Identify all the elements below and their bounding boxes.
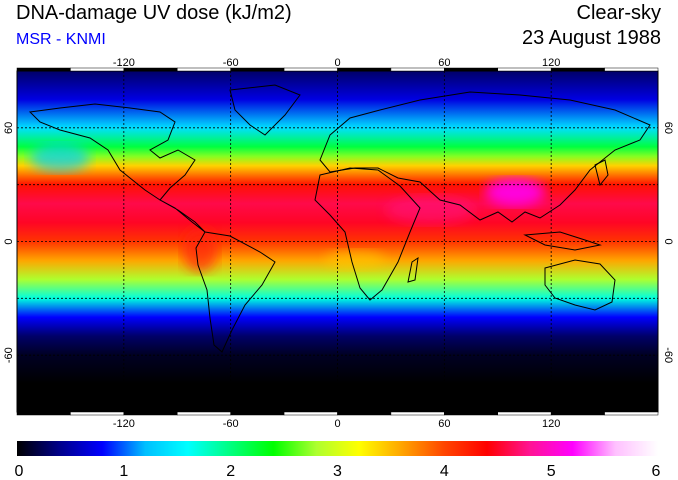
frame-tick [177,411,231,416]
frame-tick [390,411,445,416]
frame-tick [337,67,392,72]
colorbar-tick-label: 6 [652,463,661,480]
lat-tick-label: 60 [662,122,674,134]
africa-coast [314,167,421,301]
maritime-continent [523,231,602,251]
lon-tick-label: -120 [113,418,135,430]
lon-tick-label: 0 [334,57,340,69]
lat-tick-label: 0 [662,238,674,244]
pacific-low [30,144,90,172]
frame-tick [337,411,392,416]
lon-tick-label: -60 [223,418,239,430]
lon-tick-label: 120 [542,57,560,69]
graticule [17,71,658,412]
colorbar-labels: 0 1 2 3 4 5 6 [15,463,661,480]
colorbar-tick-label: 1 [119,463,128,480]
lon-tick-label: 60 [438,418,450,430]
condition-label: Clear-sky [576,2,661,24]
lat-labels-right: 60 0 -60 [662,122,674,363]
date-label: 23 August 1988 [521,27,661,49]
colorbar-tick-label: 0 [15,463,24,480]
frame-tick [230,411,285,416]
map-panel [16,67,659,416]
frame-tick [604,411,659,416]
frame-tick [390,67,445,72]
colorbar: 0 1 2 3 4 5 6 [15,441,661,480]
lat-tick-label: -60 [3,347,15,363]
lon-tick-label: 120 [542,418,560,430]
colorbar-ramp [17,441,658,456]
japan-coast [594,159,609,187]
australia-coast [544,259,616,311]
frame-tick [123,411,178,416]
frame-tick [16,67,71,72]
frame-tick [70,411,125,416]
colorbar-tick-label: 2 [226,463,235,480]
frame-tick [497,411,552,416]
lat-tick-label: -60 [662,347,674,363]
lat-labels-left: 60 0 -60 [3,122,15,363]
frame-tick [16,411,71,416]
frame-tick [550,411,605,416]
lon-labels-top: -120 -60 0 60 120 [113,57,561,69]
atlantic-low [325,250,385,270]
tibet-maximum [485,178,545,206]
frame-tick [444,67,499,72]
arabia-maximum [385,196,475,224]
map-title: DNA-damage UV dose (kJ/m2) [16,2,292,24]
frame-tick [444,411,499,416]
madagascar-coast [407,256,419,283]
colorbar-tick-label: 5 [547,463,556,480]
eurasia-coast [319,91,651,223]
lon-labels-bottom: -120 -60 0 60 120 [113,418,561,430]
lat-tick-label: 60 [3,122,15,134]
colorbar-tick-label: 3 [333,463,342,480]
lon-tick-label: -60 [223,57,239,69]
frame-tick [283,67,338,72]
lon-tick-label: -120 [113,57,135,69]
lon-tick-label: 60 [438,57,450,69]
coastlines [28,84,651,353]
greenland-coast [229,84,301,136]
andes-maximum [182,228,218,272]
north-america-coast [28,103,206,233]
map-frame [16,67,659,416]
frame-tick [283,411,338,416]
colorbar-tick-label: 4 [440,463,449,480]
lon-tick-label: 0 [334,418,340,430]
lat-tick-label: 0 [3,238,15,244]
source-label: MSR - KNMI [16,31,106,48]
frame-tick [604,67,659,72]
frame-tick [230,67,285,72]
south-america-coast [195,231,276,353]
